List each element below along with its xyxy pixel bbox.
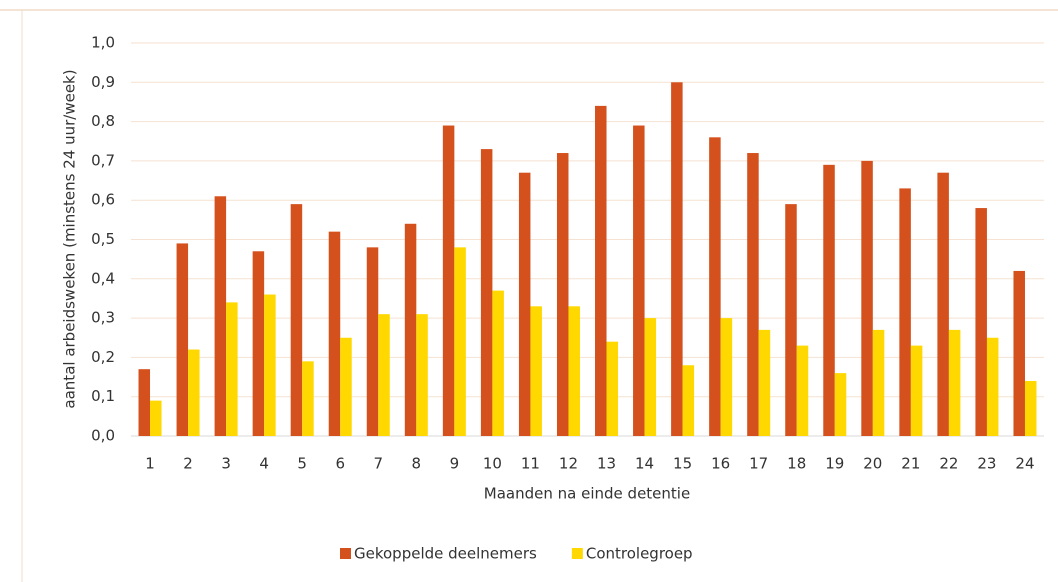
y-tick-label: 0,8 [91, 112, 115, 130]
bar [176, 243, 189, 436]
bar [872, 329, 885, 436]
bar [758, 329, 771, 436]
bar [937, 172, 949, 436]
legend-swatch [571, 548, 583, 559]
x-tick-label: 6 [335, 455, 345, 473]
y-tick-label: 0,1 [91, 387, 115, 405]
x-tick-label: 4 [259, 455, 269, 473]
bar [378, 314, 390, 436]
bar [214, 196, 227, 436]
bar [530, 306, 542, 436]
bar [302, 361, 314, 436]
bar [340, 337, 352, 436]
y-tick-label: 0,3 [91, 309, 115, 327]
x-tick-label: 10 [483, 455, 502, 473]
x-tick-label: 1 [145, 455, 155, 473]
bar [556, 153, 569, 437]
x-tick-label: 11 [521, 455, 540, 473]
legend-label: Controlegroep [586, 545, 693, 563]
bar [834, 373, 847, 436]
bar [150, 400, 162, 436]
bar [899, 188, 911, 436]
bar [404, 223, 417, 436]
x-axis-title: Maanden na einde detentie [484, 485, 690, 503]
bar [986, 337, 999, 436]
y-tick-label: 1,0 [91, 34, 115, 52]
x-tick-label: 7 [373, 455, 383, 473]
bar [138, 369, 151, 436]
bar [606, 341, 619, 436]
legend-swatch [340, 548, 351, 559]
x-tick-label: 20 [863, 455, 882, 473]
bar [720, 318, 733, 436]
bar [823, 164, 835, 436]
bar [492, 290, 504, 436]
bar [682, 365, 695, 436]
x-tick-label: 14 [635, 455, 654, 473]
x-tick-label: 17 [749, 455, 768, 473]
y-tick-label: 0,2 [91, 348, 115, 366]
bar [328, 231, 341, 436]
legend-label: Gekoppelde deelnemers [354, 545, 537, 563]
y-tick-label: 0,6 [91, 191, 115, 209]
y-tick-label: 0,5 [91, 230, 115, 248]
x-tick-label: 19 [825, 455, 844, 473]
x-tick-label: 13 [597, 455, 616, 473]
y-tick-label: 0,4 [91, 269, 115, 287]
bar [226, 302, 238, 436]
x-tick-label: 15 [673, 455, 692, 473]
x-tick-label: 12 [559, 455, 578, 473]
bar [480, 149, 493, 437]
y-axis-title: aantal arbeidsweken (minstens 24 uur/wee… [61, 69, 79, 408]
bar [442, 125, 455, 436]
bar [796, 345, 809, 436]
x-tick-label: 21 [901, 455, 920, 473]
bar [671, 82, 683, 437]
bar [747, 153, 759, 437]
bar [290, 204, 303, 436]
bar [910, 345, 923, 436]
bar [416, 314, 428, 436]
bar [518, 172, 531, 436]
x-tick-label: 9 [450, 455, 460, 473]
bar [709, 137, 721, 436]
bar [975, 208, 987, 436]
bar [785, 204, 797, 436]
bar [568, 306, 580, 436]
bar [188, 349, 200, 436]
bar [366, 247, 379, 436]
x-tick-label: 3 [221, 455, 231, 473]
bar [1013, 270, 1025, 436]
x-tick-label: 22 [939, 455, 958, 473]
x-tick-label: 23 [977, 455, 996, 473]
bar [633, 125, 645, 436]
bar [595, 105, 607, 436]
x-tick-label: 2 [183, 455, 193, 473]
bar [454, 247, 466, 436]
y-tick-label: 0,0 [91, 427, 115, 445]
bar [1024, 380, 1037, 436]
x-tick-label: 18 [787, 455, 806, 473]
bar [644, 318, 657, 436]
x-tick-label: 5 [297, 455, 307, 473]
bar [252, 251, 265, 436]
bar [264, 294, 276, 436]
y-tick-label: 0,9 [91, 73, 115, 91]
x-tick-label: 24 [1015, 455, 1034, 473]
x-tick-label: 8 [412, 455, 422, 473]
x-tick-label: 16 [711, 455, 730, 473]
bar [948, 329, 961, 436]
y-tick-label: 0,7 [91, 151, 115, 169]
bar [861, 160, 873, 436]
